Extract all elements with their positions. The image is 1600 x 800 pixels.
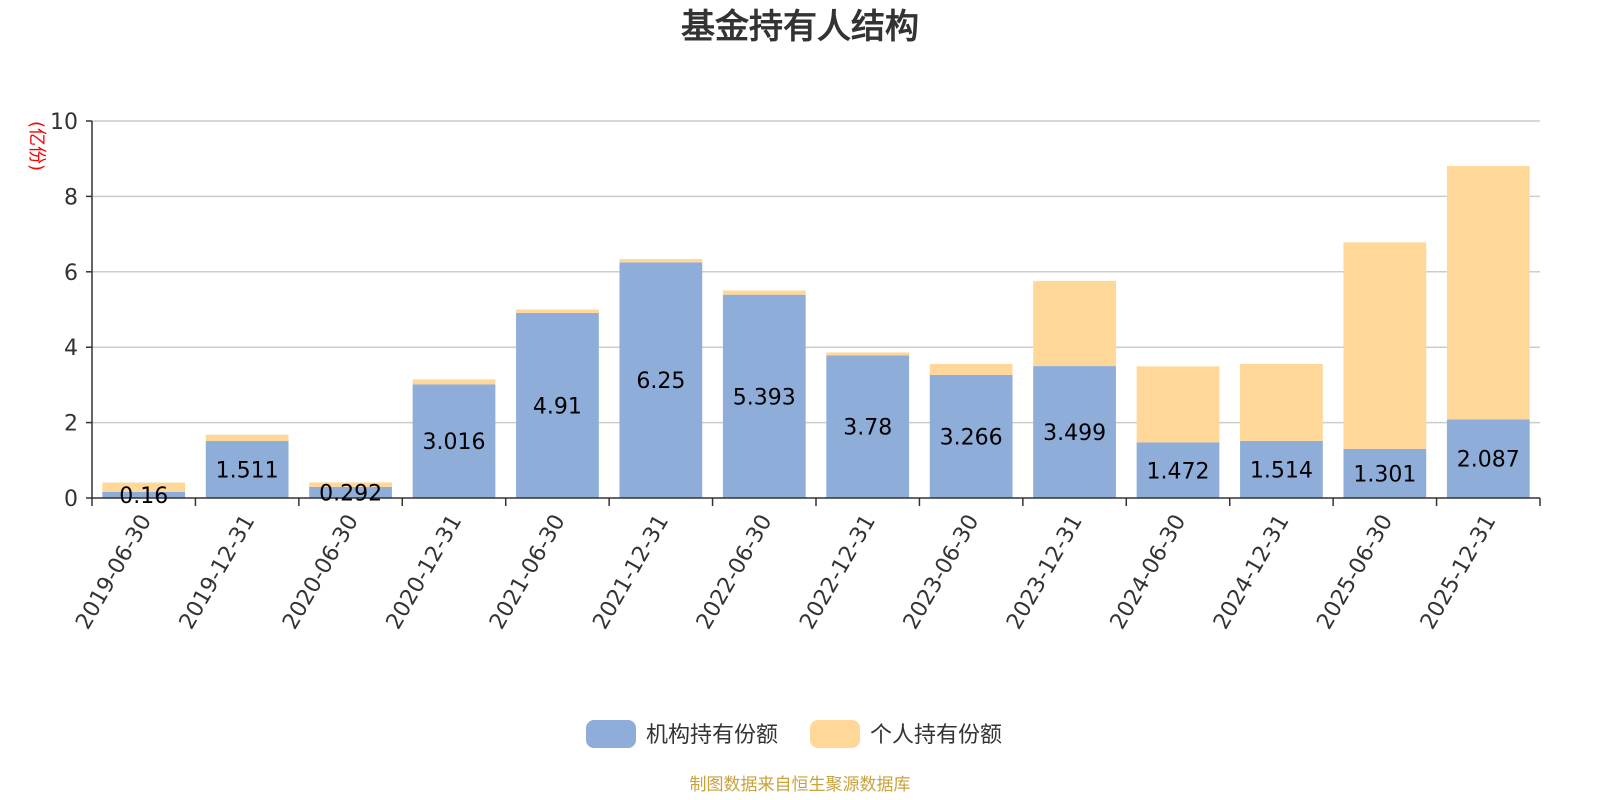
bar-institutional[interactable] (102, 491, 186, 498)
bar-institutional[interactable] (516, 312, 599, 498)
x-tick-label: 2019-06-30 (71, 511, 157, 634)
legend-label[interactable]: 机构持有份额 (646, 723, 778, 748)
data-label-institutional: 1.511 (216, 459, 279, 484)
bar-institutional[interactable] (1446, 419, 1530, 498)
bar-individual[interactable] (102, 482, 186, 492)
data-label-institutional: 0.16 (119, 484, 168, 509)
bar-individual[interactable] (1240, 364, 1323, 441)
bar-individual[interactable] (826, 352, 910, 356)
bar-institutional[interactable] (722, 294, 806, 498)
x-tick-label: 2024-12-31 (1209, 511, 1295, 634)
x-tick-label: 2021-06-30 (485, 511, 571, 634)
data-label-institutional: 1.514 (1250, 458, 1313, 483)
x-tick-label: 2024-06-30 (1106, 511, 1192, 634)
y-tick-label: 4 (64, 336, 78, 361)
source-note: 制图数据来自恒生聚源数据库 (690, 775, 911, 795)
y-tick-label: 10 (50, 110, 78, 135)
bar-institutional[interactable] (1136, 442, 1220, 498)
data-label-institutional: 4.91 (533, 394, 582, 419)
data-label-institutional: 1.472 (1147, 459, 1210, 484)
bar-individual[interactable] (619, 258, 703, 263)
x-tick-label: 2025-12-31 (1416, 511, 1502, 634)
y-tick-label: 2 (64, 412, 78, 437)
bar-individual[interactable] (722, 290, 806, 295)
bar-individual[interactable] (412, 379, 496, 385)
chart-title: 基金持有人结构 (681, 7, 919, 47)
bar-institutional[interactable] (1343, 448, 1427, 498)
y-tick-label: 8 (64, 185, 78, 210)
x-tick-label: 2023-12-31 (1002, 511, 1088, 634)
y-tick-label: 6 (64, 261, 78, 286)
bar-institutional[interactable] (619, 262, 703, 498)
bar-individual[interactable] (929, 363, 1013, 375)
bars (102, 165, 1530, 498)
bar-individual[interactable] (1033, 280, 1116, 367)
bar-institutional[interactable] (412, 384, 496, 498)
x-tick-label: 2025-06-30 (1312, 511, 1398, 634)
x-tick-label: 2019-12-31 (175, 511, 261, 634)
bar-individual[interactable] (1343, 242, 1427, 449)
bar-institutional[interactable] (929, 374, 1013, 498)
legend-label[interactable]: 个人持有份额 (870, 723, 1002, 748)
bar-individual[interactable] (205, 434, 289, 442)
data-label-institutional: 3.78 (843, 416, 892, 441)
bar-individual[interactable] (516, 309, 599, 313)
data-label-institutional: 2.087 (1457, 448, 1520, 473)
x-tick-label: 2022-06-30 (692, 511, 778, 634)
legend[interactable]: 机构持有份额 个人持有份额 (586, 720, 1002, 748)
y-tick-label: 0 (64, 487, 78, 512)
data-labels: 0.16 1.511 0.292 3.016 4.91 6.25 5.393 3.78 3.26… (119, 369, 1520, 509)
data-label-institutional: 3.266 (940, 425, 1003, 450)
data-label-institutional: 0.292 (319, 481, 382, 506)
bar-institutional[interactable] (1240, 440, 1323, 498)
bar-individual[interactable] (1446, 165, 1530, 420)
legend-swatch[interactable] (586, 720, 636, 748)
bar-individual[interactable] (1136, 366, 1220, 443)
y-axis-unit-label: (亿份) (26, 121, 47, 171)
x-tick-label: 2022-12-31 (795, 511, 881, 634)
data-label-institutional: 3.499 (1043, 421, 1106, 446)
x-tick-label: 2023-06-30 (899, 510, 985, 633)
data-label-institutional: 5.393 (733, 385, 796, 410)
bar-institutional[interactable] (826, 355, 910, 498)
bar-institutional[interactable] (205, 441, 289, 498)
legend-swatch[interactable] (810, 720, 860, 748)
x-tick-label: 2020-12-31 (382, 511, 468, 634)
x-tick-label: 2020-06-30 (278, 511, 364, 634)
bar-institutional[interactable] (1033, 366, 1116, 498)
data-label-institutional: 6.25 (636, 369, 685, 394)
data-label-institutional: 3.016 (423, 430, 486, 455)
bar-institutional[interactable] (309, 486, 392, 498)
x-tick-label: 2021-12-31 (588, 511, 674, 634)
data-label-institutional: 1.301 (1353, 462, 1416, 487)
bar-individual[interactable] (309, 482, 392, 487)
